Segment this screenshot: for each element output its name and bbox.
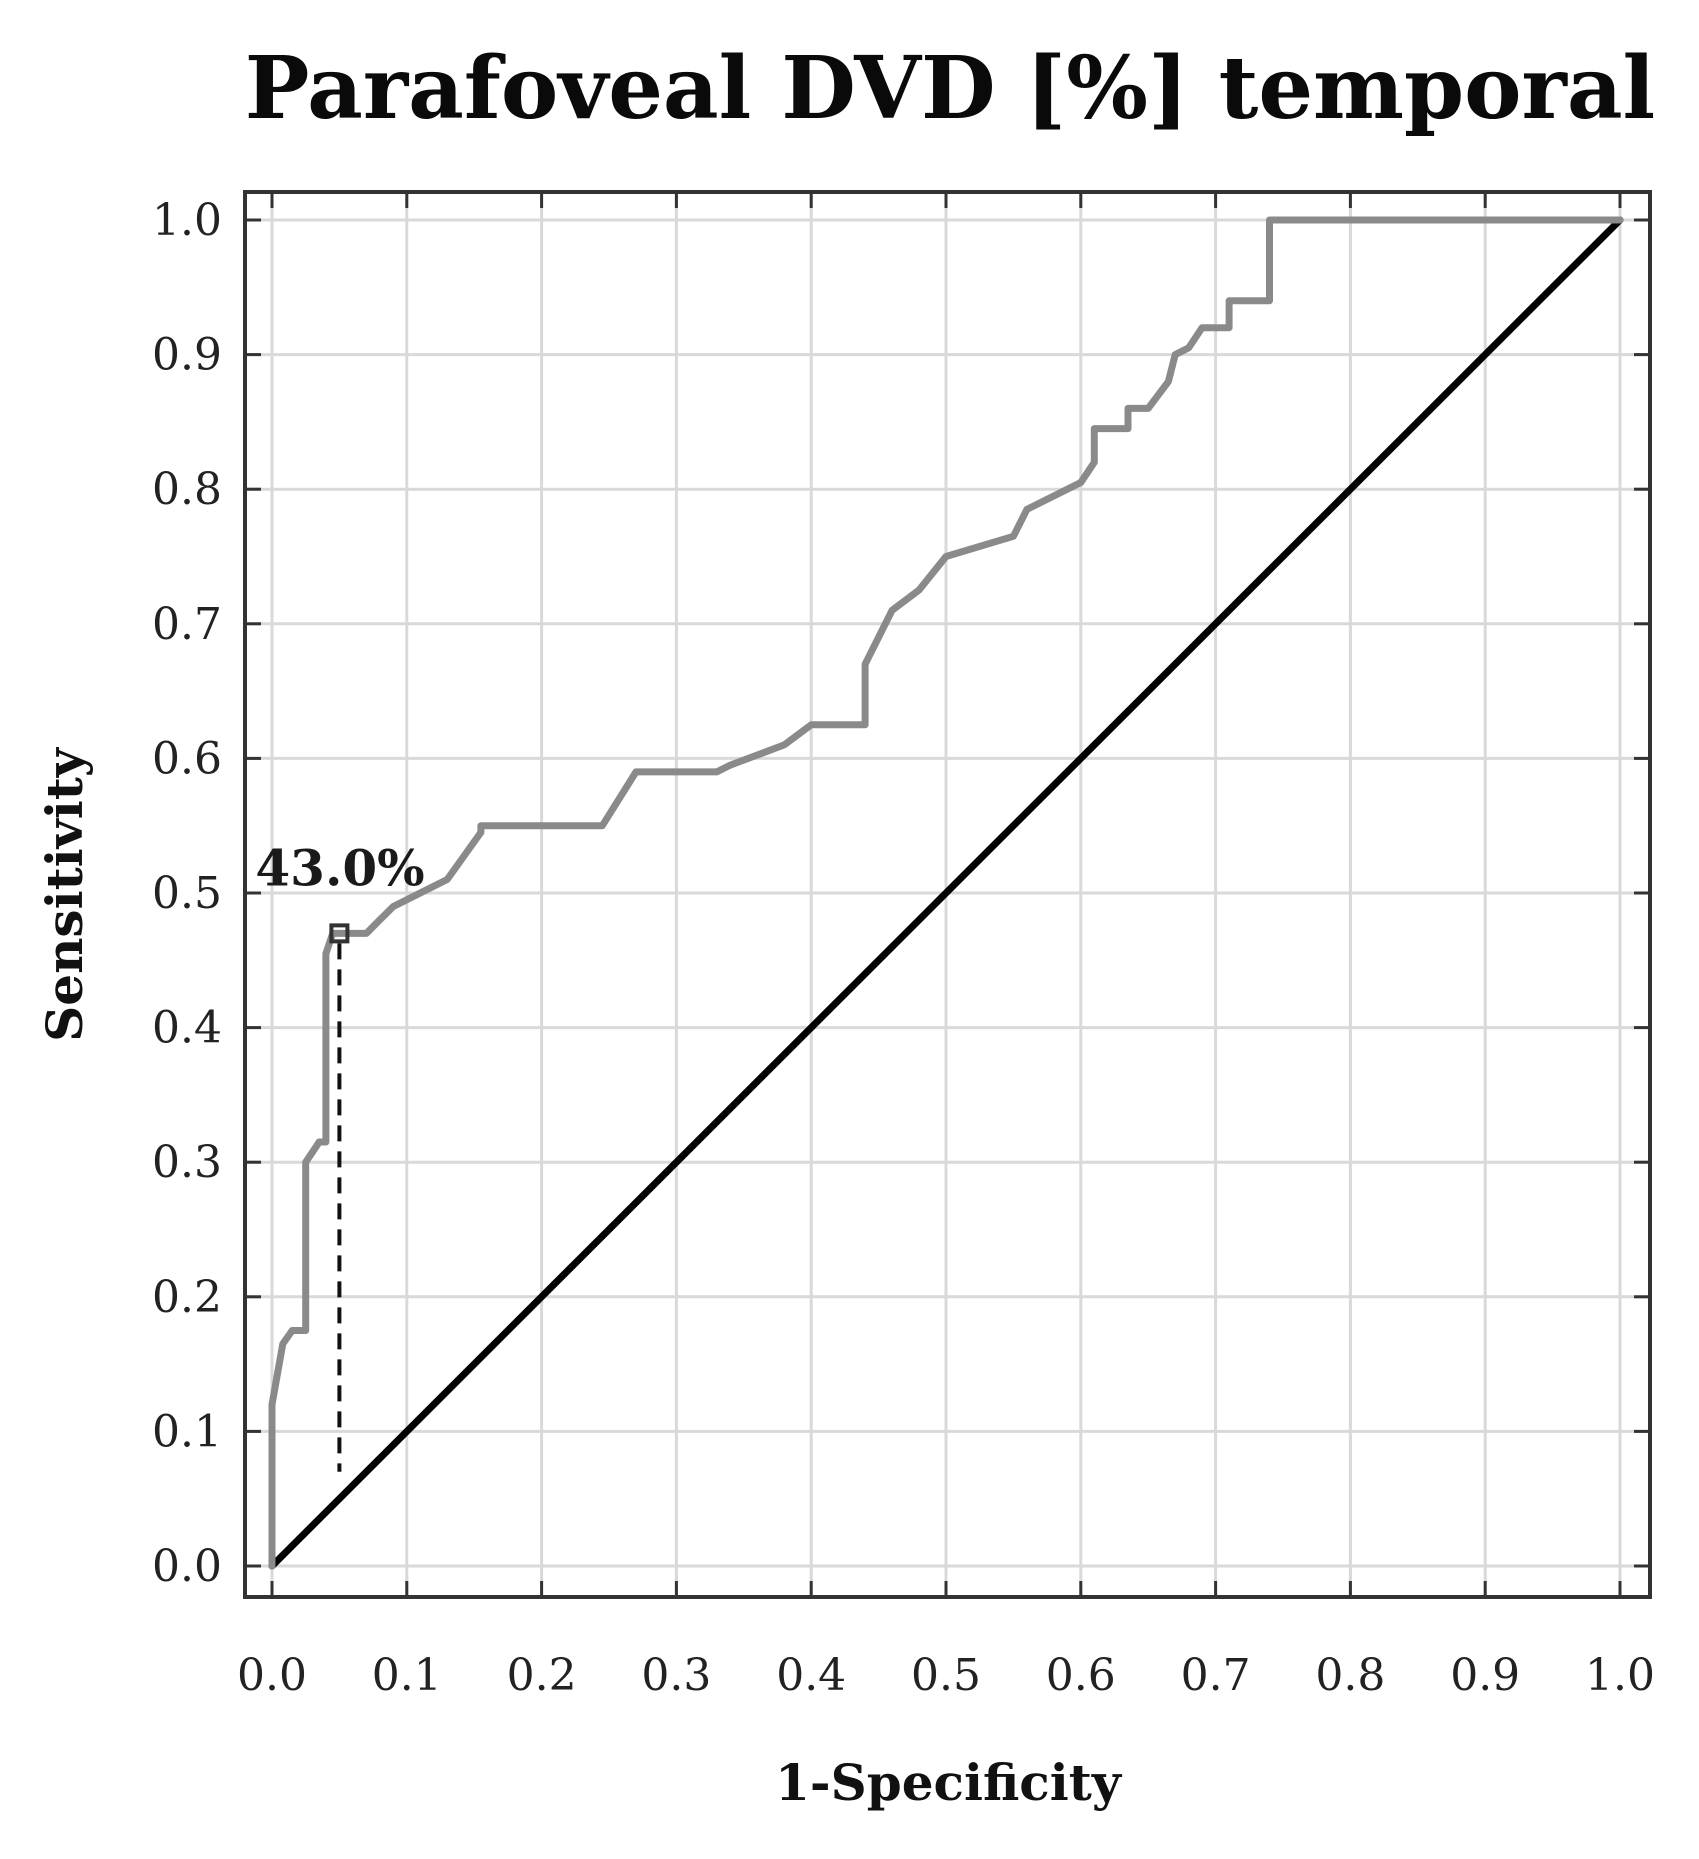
y-tick-label: 0.3 [152,1137,222,1188]
y-tick-label: 0.2 [152,1272,222,1323]
x-axis-tick-labels: 0.0 0.1 0.2 0.3 0.4 0.5 0.6 0.7 0.8 0.9 1.0 [237,1650,1655,1701]
y-tick-label: 1.0 [152,195,222,246]
plot-area: 43.0% [243,190,1652,1599]
plot-frame [243,190,1652,1599]
y-tick-label: 0.5 [152,868,222,919]
x-tick-label: 1.0 [1585,1650,1655,1701]
y-tick-label: 0.0 [152,1541,222,1592]
x-tick-label: 0.8 [1315,1650,1385,1701]
y-axis-tick-labels: 0.0 0.1 0.2 0.3 0.4 0.5 0.6 0.7 0.8 0.9 1.0 [152,195,222,1592]
y-axis-ticks [245,218,1650,1568]
y-tick-label: 0.6 [152,733,222,784]
y-axis-label: Sensitivity [35,746,94,1042]
x-tick-label: 0.7 [1181,1650,1251,1701]
chart-title: Parafoveal DVD [%] temporal [245,38,1655,139]
roc-curve-line [268,216,1624,1570]
x-tick-label: 0.6 [1046,1650,1116,1701]
cutoff-marker [329,923,350,944]
horizontal-gridlines [245,218,1650,1568]
x-tick-label: 0.3 [641,1650,711,1701]
x-tick-label: 0.2 [507,1650,577,1701]
y-tick-label: 0.8 [152,464,222,515]
x-tick-label: 0.5 [911,1650,981,1701]
cutoff-label: 43.0% [255,838,424,897]
y-tick-label: 0.7 [152,599,222,650]
x-tick-label: 0.4 [776,1650,846,1701]
y-tick-label: 0.9 [152,330,222,381]
reference-diagonal-line [268,216,1624,1570]
x-axis-label: 1-Specificity [775,1753,1123,1812]
y-tick-label: 0.4 [152,1003,222,1054]
x-tick-label: 0.1 [372,1650,442,1701]
x-axis-ticks [270,192,1622,1597]
x-tick-label: 0.0 [237,1650,307,1701]
x-tick-label: 0.9 [1450,1650,1520,1701]
y-tick-label: 0.1 [152,1406,222,1457]
